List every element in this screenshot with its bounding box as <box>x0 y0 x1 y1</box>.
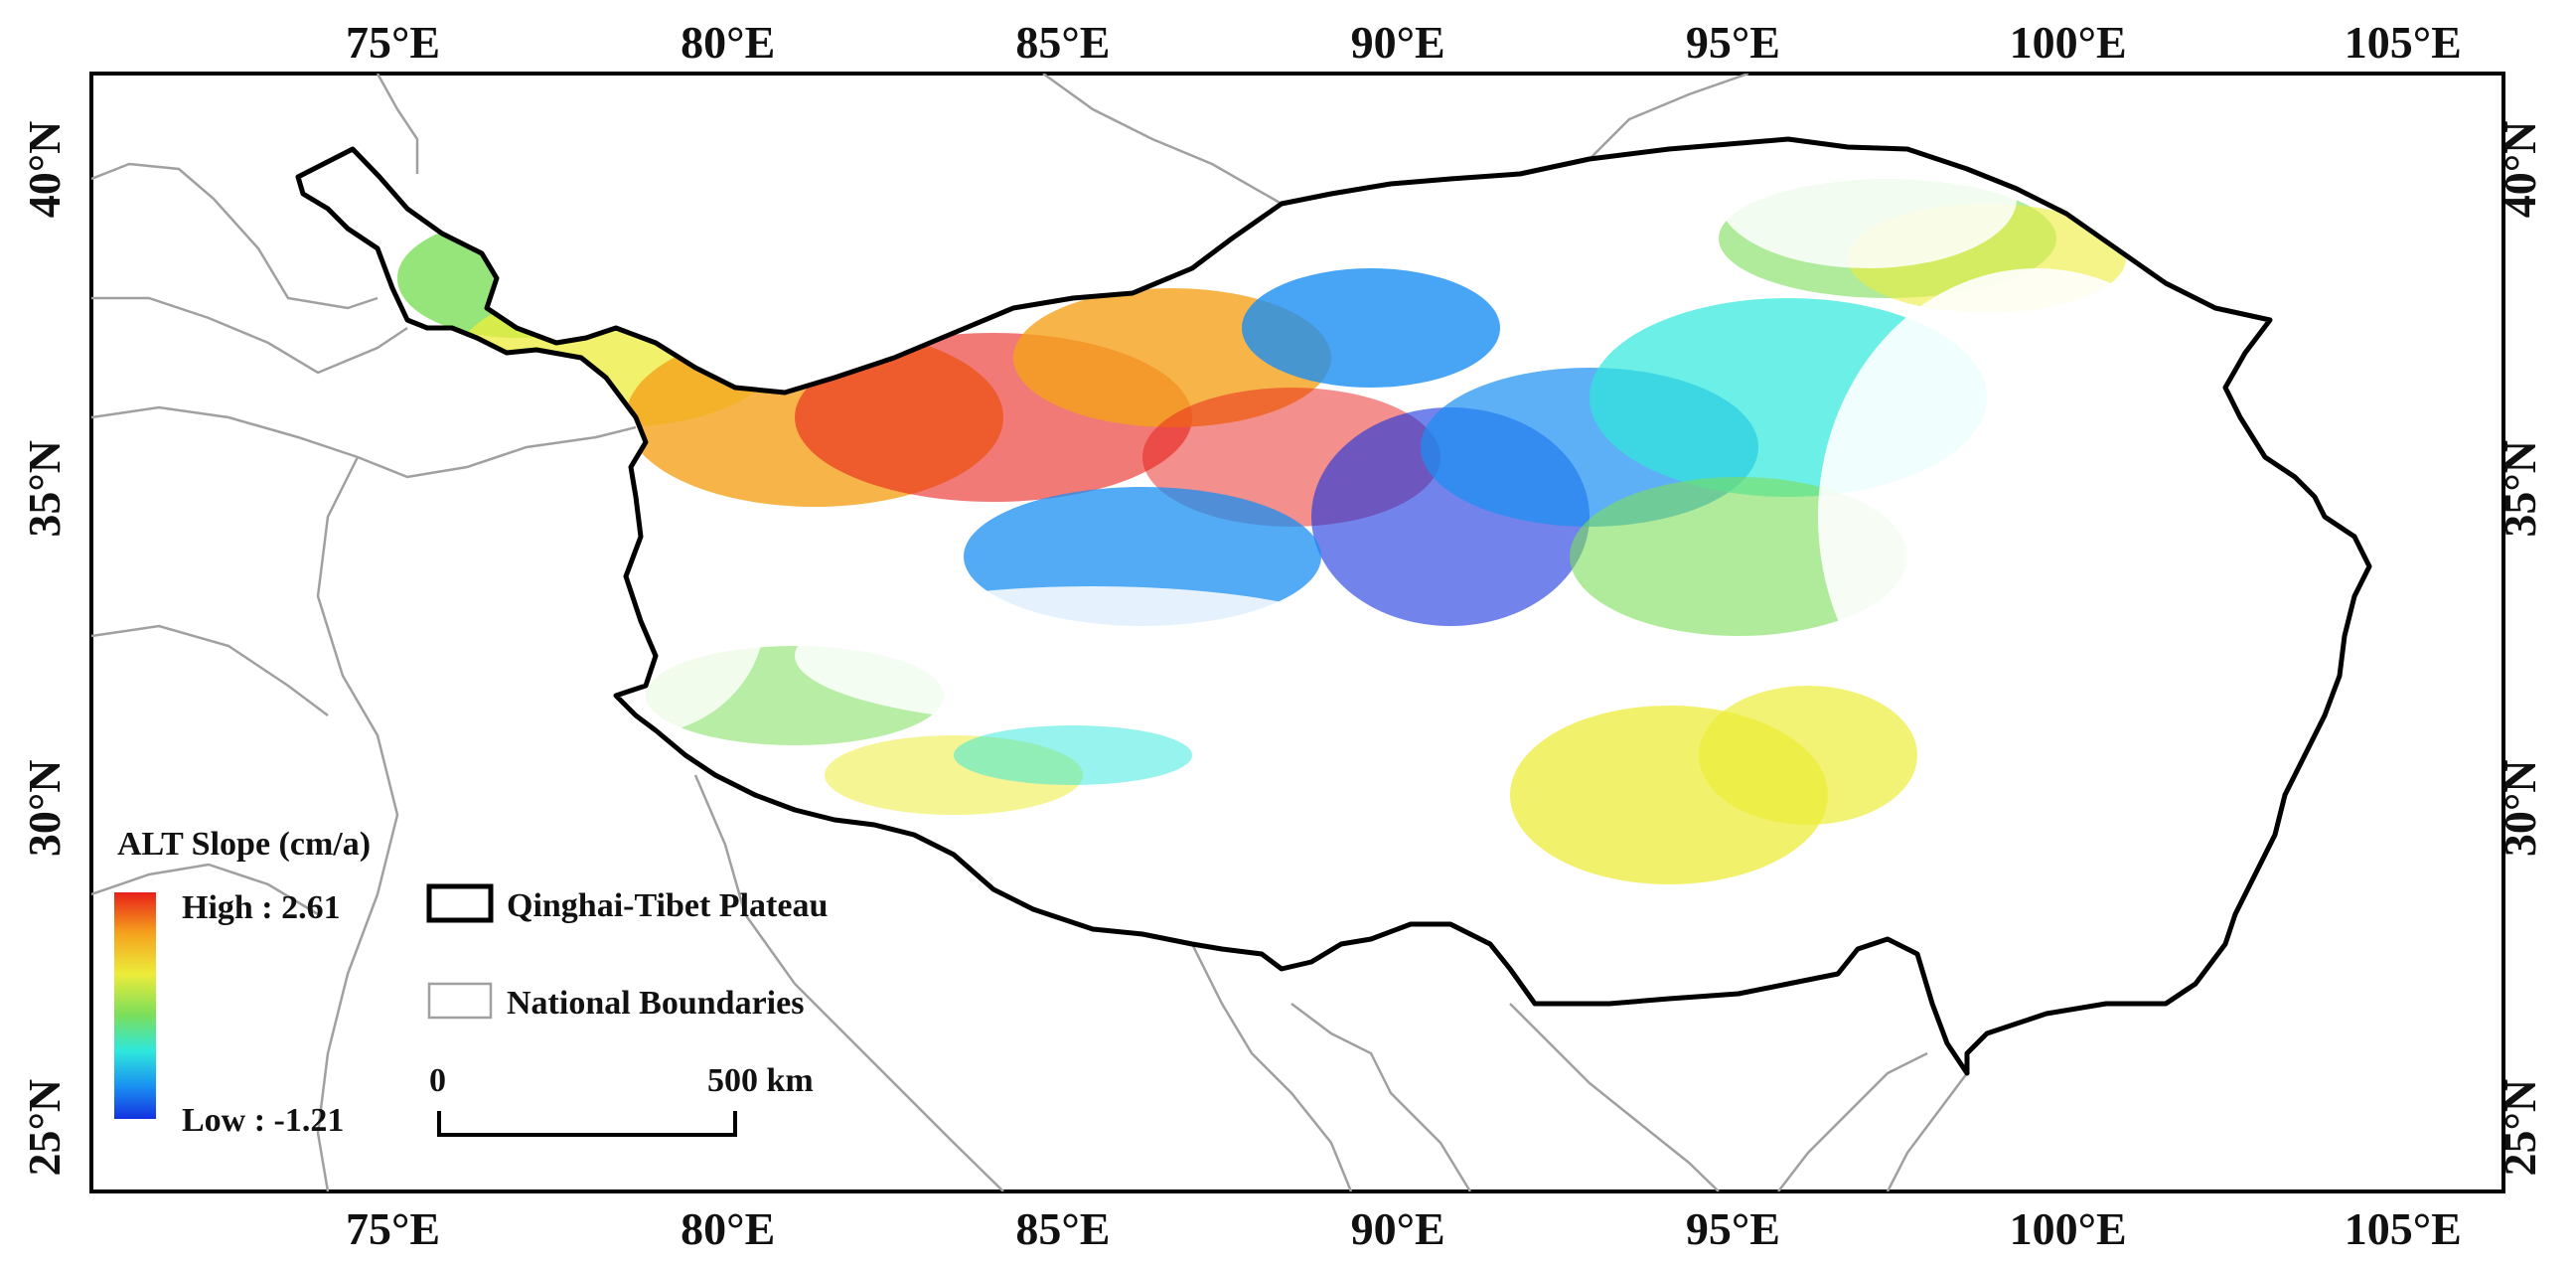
longitude-tick-label-bottom: 105°E <box>2345 1203 2462 1254</box>
longitude-tick-label-bottom: 80°E <box>681 1203 775 1254</box>
longitude-tick-label-top: 95°E <box>1686 17 1780 68</box>
latitude-tick-label-right: 30°N <box>2495 759 2545 857</box>
latitude-ticks-right: 40°N 35°N 30°N 25°N <box>2495 121 2545 1177</box>
feature-legend: Qinghai-Tibet Plateau National Boundarie… <box>426 883 828 1022</box>
latitude-tick-label-right: 35°N <box>2495 440 2545 538</box>
latitude-tick-label-right: 25°N <box>2495 1079 2545 1177</box>
latitude-ticks-left: 40°N 35°N 30°N 25°N <box>19 121 70 1177</box>
latitude-tick-label-right: 40°N <box>2495 121 2545 219</box>
longitude-tick-label-bottom: 95°E <box>1686 1203 1780 1254</box>
plateau-outline <box>295 136 2372 1076</box>
longitude-tick-label-top: 105°E <box>2345 17 2462 68</box>
latitude-tick-label-left: 40°N <box>19 121 70 219</box>
longitude-tick-label-bottom: 75°E <box>346 1203 440 1254</box>
longitude-tick-label-top: 80°E <box>681 17 775 68</box>
longitude-tick-label-bottom: 100°E <box>2010 1203 2127 1254</box>
longitude-ticks-bottom: 75°E 80°E 85°E 90°E 95°E 100°E 105°E <box>346 1203 2462 1254</box>
colorbar-low-label: Low : -1.21 <box>182 1102 344 1139</box>
latitude-tick-label-left: 35°N <box>19 440 70 538</box>
longitude-tick-label-top: 75°E <box>346 17 440 68</box>
colorbar-title: ALT Slope (cm/a) <box>117 826 371 863</box>
legend-label-national-boundaries: National Boundaries <box>507 985 804 1022</box>
longitude-tick-label-top: 85°E <box>1015 17 1110 68</box>
scale-bar: 0 500 km <box>429 1062 814 1137</box>
colorbar-ramp <box>114 892 156 1119</box>
legend-symbol-national-boundaries <box>427 982 493 1020</box>
latitude-tick-label-left: 25°N <box>19 1079 70 1177</box>
scalebar-end-label: 500 km <box>707 1062 814 1099</box>
legend-label-plateau: Qinghai-Tibet Plateau <box>507 887 828 924</box>
latitude-tick-label-left: 30°N <box>19 759 70 857</box>
longitude-tick-label-top: 100°E <box>2010 17 2127 68</box>
scalebar-start-label: 0 <box>429 1062 446 1099</box>
scalebar-line <box>437 1111 737 1137</box>
longitude-tick-label-bottom: 85°E <box>1015 1203 1110 1254</box>
legend-symbol-plateau <box>426 883 494 923</box>
longitude-tick-label-top: 90°E <box>1351 17 1445 68</box>
colorbar-legend: ALT Slope (cm/a) High : 2.61 Low : -1.21 <box>114 826 371 1139</box>
longitude-ticks-top: 75°E 80°E 85°E 90°E 95°E 100°E 105°E <box>346 17 2462 68</box>
colorbar-high-label: High : 2.61 <box>182 889 341 926</box>
national-boundaries <box>91 74 1968 1191</box>
longitude-tick-label-bottom: 90°E <box>1351 1203 1445 1254</box>
